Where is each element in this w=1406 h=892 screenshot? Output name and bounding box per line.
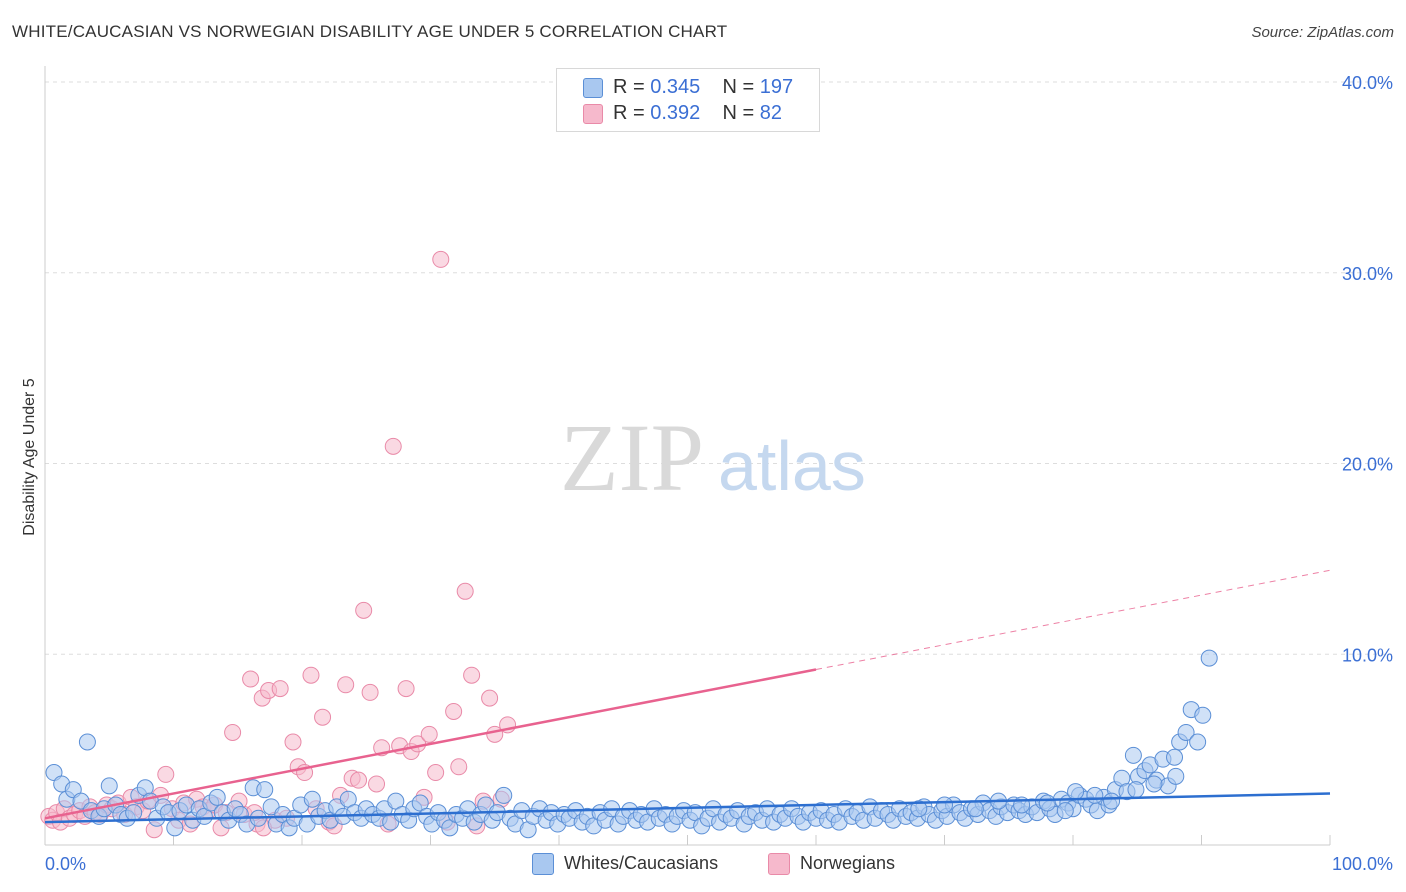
data-point-norwegians: [420, 725, 438, 743]
data-point-norwegians: [271, 680, 289, 698]
legend-n-value: 82: [759, 102, 783, 124]
data-point-norwegians: [384, 437, 402, 455]
y-tick-label: 10.0%: [1342, 645, 1393, 665]
x-tick-label: 100.0%: [1332, 854, 1393, 874]
data-point-whites: [1166, 748, 1184, 766]
axes: [44, 66, 1331, 846]
legend-swatch-norwegians: [583, 104, 603, 124]
data-point-norwegians: [224, 723, 242, 741]
data-point-whites: [1167, 767, 1185, 785]
legend-n-label: N =: [722, 76, 755, 98]
data-point-whites: [208, 788, 226, 806]
data-point-norwegians: [314, 708, 332, 726]
data-point-norwegians: [350, 771, 368, 789]
data-point-whites: [1189, 733, 1207, 751]
bottom-legend-swatch-whites: [532, 853, 554, 875]
data-point-whites: [966, 800, 984, 818]
bottom-legend-label-whites: Whites/Caucasians: [564, 853, 719, 873]
data-point-norwegians: [361, 683, 379, 701]
data-point-whites: [1200, 649, 1218, 667]
data-point-whites: [1145, 775, 1163, 793]
legend-text-norwegians: R = 0.392 N = 82: [613, 102, 782, 125]
legend-r-value: 0.345: [650, 76, 701, 98]
data-point-whites: [1038, 794, 1056, 812]
data-point-whites: [166, 819, 184, 837]
data-point-norwegians: [242, 670, 260, 688]
source-label: Source: ZipAtlas.com: [1251, 24, 1394, 41]
legend-r-value: 0.392: [650, 102, 701, 124]
y-tick-label: 20.0%: [1342, 455, 1393, 475]
y-axis-label-wrap: Disability Age Under 5: [16, 360, 40, 560]
legend-n-label: N =: [722, 102, 755, 124]
data-point-whites: [256, 781, 274, 799]
data-point-whites: [303, 790, 321, 808]
data-point-norwegians: [368, 775, 386, 793]
legend-text-whites: R = 0.345 N = 197: [613, 76, 793, 99]
trend-line-norwegians: [44, 668, 817, 820]
data-point-whites: [910, 800, 928, 818]
data-point-norwegians: [157, 765, 175, 783]
watermark-zip: ZIP: [560, 404, 704, 511]
data-point-norwegians: [456, 582, 474, 600]
stats-legend: R = 0.345 N = 197 R = 0.392 N = 82: [556, 68, 820, 132]
legend-r-label: R =: [613, 102, 645, 124]
data-point-whites: [1127, 781, 1145, 799]
tick-labels: 10.0% 20.0% 30.0% 40.0% 0.0% 100.0%: [45, 73, 1393, 874]
data-point-norwegians: [302, 666, 320, 684]
trend-lines: [44, 569, 1331, 824]
grid-lines: [45, 81, 1392, 655]
chart-title: WHITE/CAUCASIAN VS NORWEGIAN DISABILITY …: [12, 22, 728, 41]
data-point-norwegians: [427, 764, 445, 782]
data-point-whites: [1103, 792, 1121, 810]
data-point-whites: [1177, 723, 1195, 741]
data-point-whites: [495, 786, 513, 804]
data-point-whites: [936, 796, 953, 814]
data-point-norwegians: [397, 680, 415, 698]
data-point-whites: [1124, 746, 1142, 764]
data-point-whites: [1067, 783, 1085, 801]
data-point-whites: [78, 733, 96, 751]
bottom-legend-swatch-norwegians: [768, 853, 790, 875]
data-point-norwegians: [481, 689, 499, 707]
y-tick-label: 30.0%: [1342, 264, 1393, 284]
norwegians-points: [40, 250, 517, 839]
trend-line-whites: [44, 792, 1331, 824]
data-point-norwegians: [284, 733, 302, 751]
legend-swatch-whites: [583, 78, 603, 98]
legend-n-value: 197: [759, 76, 794, 98]
x-tick-label: 0.0%: [45, 854, 86, 874]
watermark-atlas: atlas: [718, 427, 866, 505]
data-point-norwegians: [445, 702, 463, 720]
data-point-whites: [100, 777, 118, 795]
data-point-norwegians: [355, 601, 373, 619]
data-point-whites: [1086, 786, 1104, 804]
y-tick-label: 40.0%: [1342, 73, 1393, 93]
bottom-legend-label-norwegians: Norwegians: [800, 853, 896, 873]
data-point-norwegians: [450, 758, 468, 776]
watermark: ZIP atlas: [560, 404, 866, 511]
data-point-norwegians: [463, 666, 481, 684]
data-point-whites: [1056, 802, 1074, 820]
data-point-whites: [1194, 706, 1212, 724]
data-point-norwegians: [432, 250, 450, 268]
data-point-whites: [125, 804, 143, 822]
legend-r-label: R =: [613, 76, 645, 98]
data-point-norwegians: [337, 676, 355, 694]
y-axis-label: Disability Age Under 5: [21, 378, 38, 536]
